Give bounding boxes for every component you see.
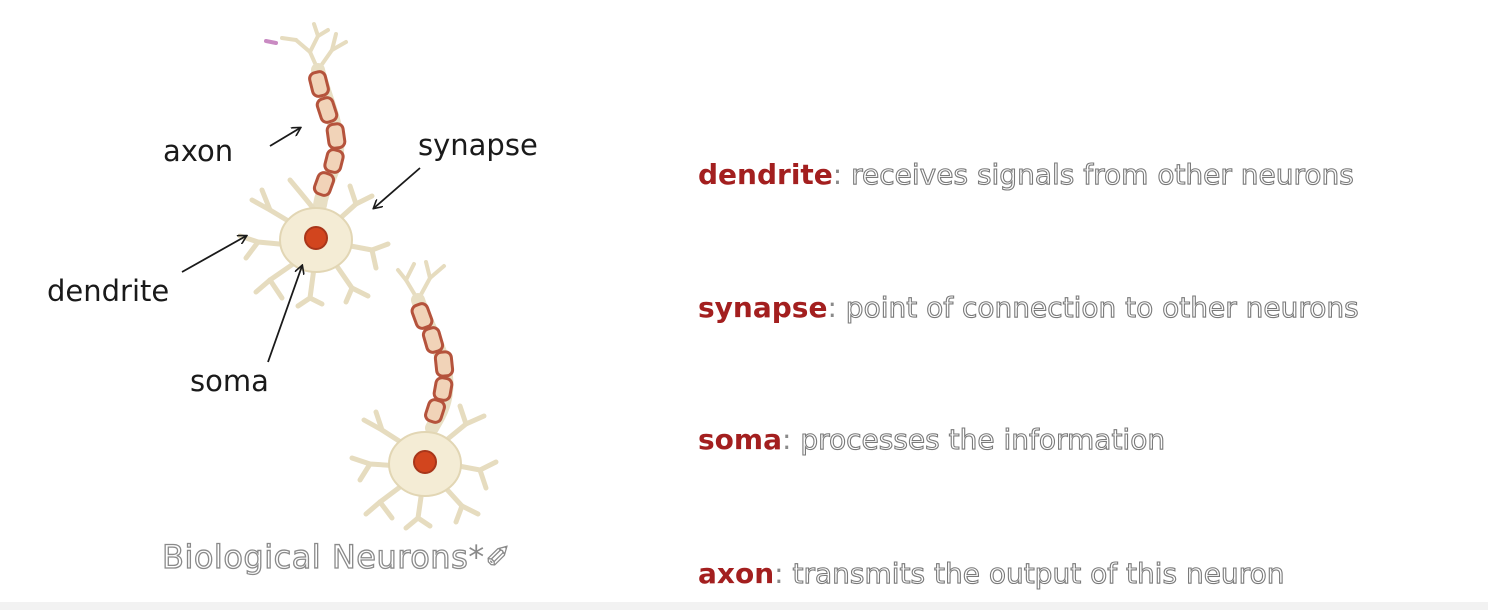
caption-mark: *✐ (468, 538, 513, 576)
label-dendrite: dendrite (47, 274, 170, 308)
neuron-illustration (181, 22, 499, 531)
label-synapse: synapse (418, 128, 538, 162)
synapse-marker (264, 39, 278, 45)
definition-text: transmits the output of this neuron (783, 556, 1285, 590)
dendrite-arrow (181, 236, 246, 273)
bottom-strip (0, 602, 1488, 610)
definition-text: point of connection to other neurons (836, 290, 1359, 324)
definition-separator: : (781, 423, 792, 456)
definition-soma: soma: processes the information (698, 422, 1166, 456)
nucleus-2 (413, 450, 437, 474)
definition-text: processes the information (791, 422, 1166, 456)
definition-term: axon (698, 557, 775, 590)
definition-term: dendrite (698, 158, 833, 191)
definition-separator: : (827, 291, 837, 324)
caption-text: Biological Neurons (161, 537, 469, 576)
definition-synapse: synapse: point of connection to other ne… (698, 290, 1359, 324)
myelin-sheath-2 (410, 302, 455, 424)
neuron-2 (349, 260, 499, 531)
definition-dendrite: dendrite: receives signals from other ne… (698, 157, 1355, 191)
myelin-sheath-1 (308, 70, 347, 197)
neuron-1 (237, 22, 391, 309)
definition-separator: : (774, 557, 784, 590)
axon-arrow (269, 128, 300, 147)
definition-term: synapse (698, 291, 828, 324)
nucleus-1 (304, 226, 328, 250)
definition-separator: : (832, 158, 843, 191)
definition-axon: axon: transmits the output of this neuro… (698, 556, 1285, 590)
label-axon: axon (163, 134, 234, 168)
label-soma: soma (190, 364, 269, 398)
synapse-arrow (374, 167, 421, 208)
axon-terminal-2 (396, 260, 446, 302)
soma-arrow (267, 266, 302, 363)
definition-term: soma (698, 423, 782, 456)
axon-terminal-1 (280, 22, 348, 72)
definition-text: receives signals from other neurons (842, 157, 1355, 191)
neuron-diagram: axon synapse dendrite soma Biological Ne… (0, 0, 640, 610)
diagram-caption: Biological Neurons*✐ (161, 537, 513, 576)
